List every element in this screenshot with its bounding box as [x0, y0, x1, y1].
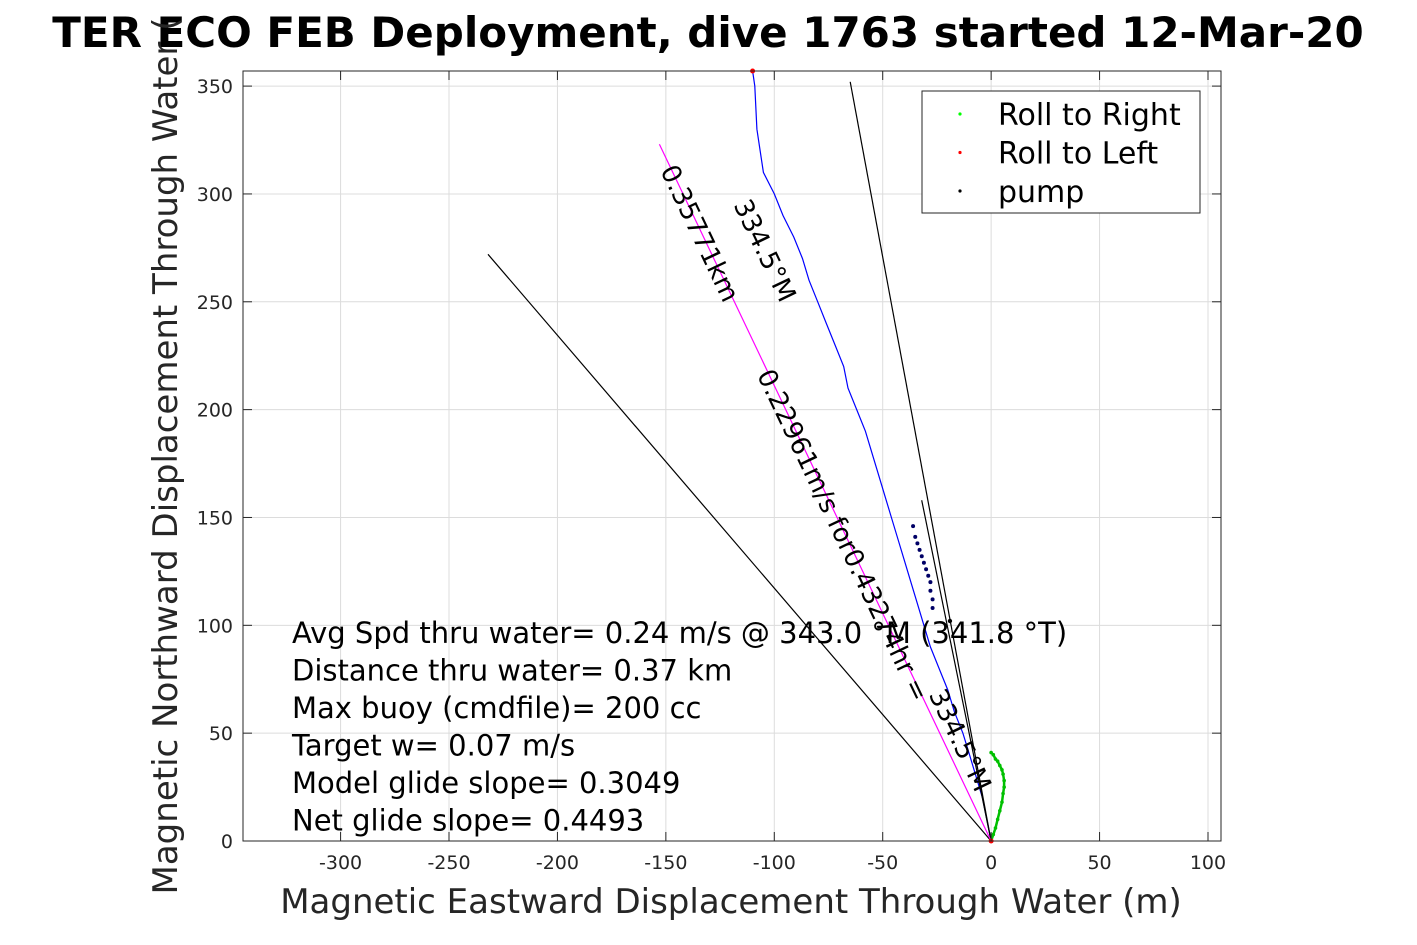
roll-right-trace	[989, 751, 1006, 842]
data-point	[915, 541, 920, 546]
legend-label: Roll to Left	[998, 137, 1158, 172]
annotation-line: Avg Spd thru water= 0.24 m/s @ 343.0 °M …	[292, 616, 1067, 650]
chart-title: TER ECO FEB Deployment, dive 1763 starte…	[52, 8, 1363, 57]
legend-label: pump	[998, 175, 1084, 210]
annotation-line: Max buoy (cmdfile)= 200 cc	[292, 691, 701, 725]
series-line-5	[921, 500, 992, 842]
y-tick-label: 0	[221, 831, 233, 853]
data-point	[919, 554, 924, 559]
data-point	[928, 580, 933, 585]
annotation-line: Net glide slope= 0.4493	[292, 804, 644, 838]
data-point	[911, 524, 916, 529]
legend-marker	[958, 112, 962, 116]
series-line-4	[849, 81, 992, 842]
data-point	[928, 588, 933, 593]
series-line-0	[752, 70, 992, 842]
x-tick-label: 100	[1190, 852, 1226, 874]
x-tick-label: -200	[536, 852, 579, 874]
x-tick-label: -150	[644, 852, 687, 874]
annotation-block: Avg Spd thru water= 0.24 m/s @ 343.0 °M …	[291, 616, 1067, 838]
data-point	[930, 606, 935, 611]
x-tick-label: -300	[319, 852, 362, 874]
x-tick-label: -100	[753, 852, 796, 874]
y-tick-label: 300	[197, 184, 233, 206]
axis-ticks: -300 -250 -200 -150 -100 -50 0 50 100 0 50 100 150 20…	[197, 71, 1226, 874]
legend-label: Roll to Right	[998, 98, 1181, 133]
legend-marker	[958, 189, 962, 193]
data-point	[913, 534, 918, 539]
y-tick-label: 350	[197, 76, 233, 98]
series-line-3	[487, 253, 992, 842]
data-point	[917, 547, 922, 552]
annotation-line: Target w= 0.07 m/s	[291, 729, 575, 763]
data-point	[926, 573, 931, 578]
x-axis-title: Magnetic Eastward Displacement Through W…	[280, 882, 1182, 922]
data-point	[924, 567, 929, 572]
data-point	[930, 597, 935, 602]
y-tick-label: 150	[197, 507, 233, 529]
y-tick-label: 100	[197, 615, 233, 637]
plot-frame	[242, 70, 1222, 842]
x-tick-label: -50	[867, 852, 898, 874]
y-tick-label: 200	[197, 400, 233, 422]
data-point	[921, 560, 926, 565]
pump-point	[947, 618, 953, 624]
x-tick-label: 50	[1087, 852, 1111, 874]
series-layer	[487, 68, 1006, 844]
y-tick-label: 50	[209, 723, 233, 745]
annotation-line: Model glide slope= 0.3049	[292, 766, 680, 800]
legend-marker	[958, 150, 962, 155]
x-tick-label: 0	[985, 852, 997, 874]
y-tick-label: 250	[197, 292, 233, 314]
annotation-line: Distance thru water= 0.37 km	[292, 654, 732, 688]
series-line-6	[658, 144, 992, 842]
y-axis-title: Magnetic Northward Displacement Through …	[146, 18, 186, 895]
x-tick-label: -250	[427, 852, 470, 874]
legend-box	[921, 90, 1201, 214]
